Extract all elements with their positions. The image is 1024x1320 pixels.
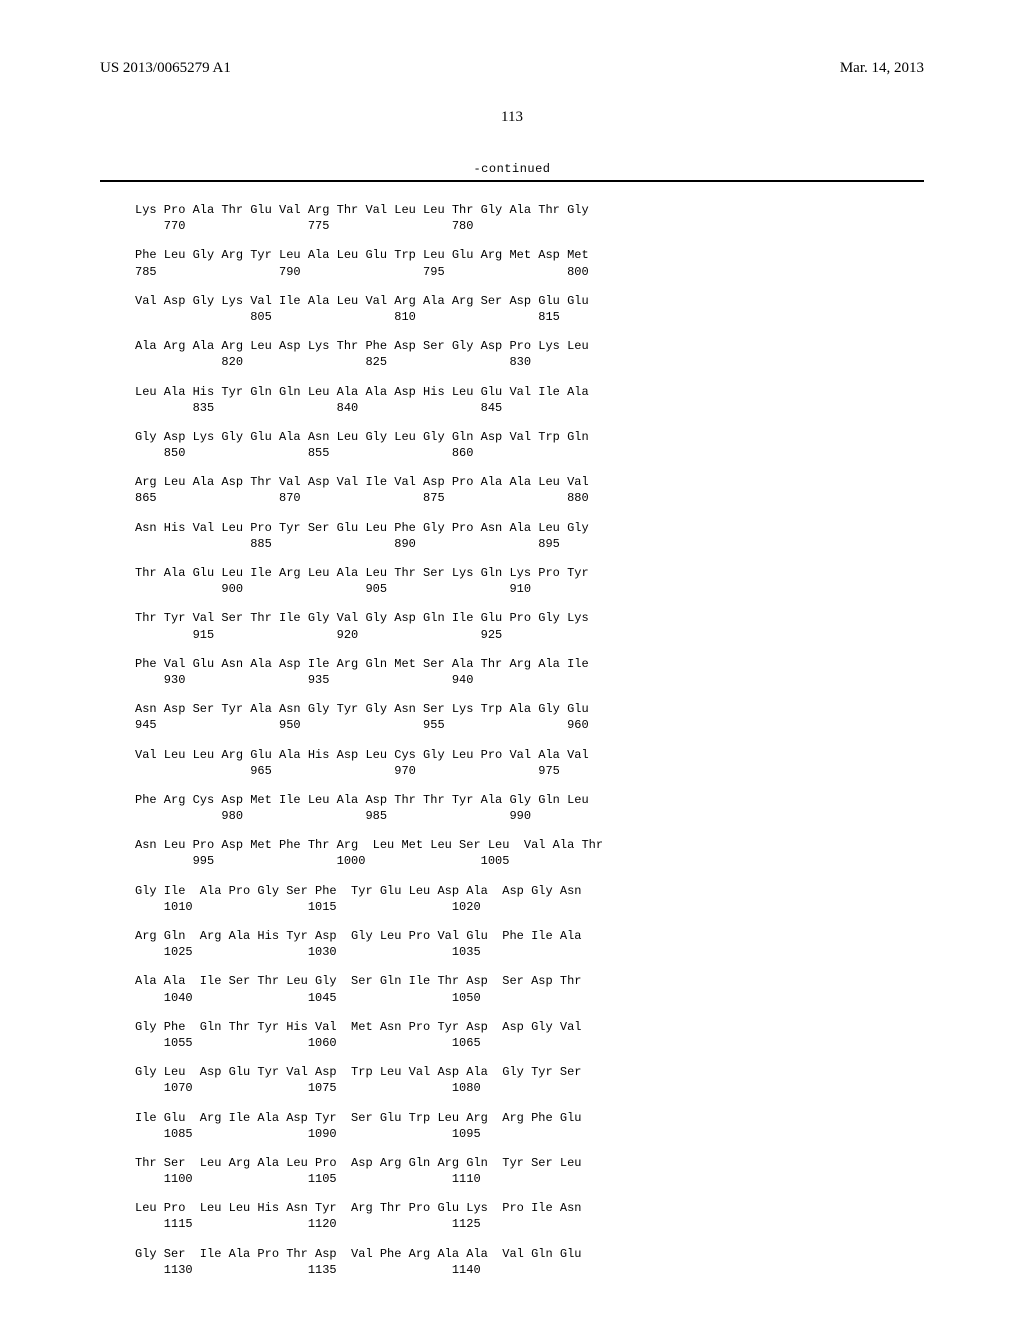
position-line: 805 810 815: [135, 309, 924, 325]
residue-line: Asn His Val Leu Pro Tyr Ser Glu Leu Phe …: [135, 520, 924, 536]
sequence-block: Phe Val Glu Asn Ala Asp Ile Arg Gln Met …: [135, 656, 924, 688]
sequence-block: Ala Arg Ala Arg Leu Asp Lys Thr Phe Asp …: [135, 338, 924, 370]
position-line: 785 790 795 800: [135, 264, 924, 280]
residue-line: Asn Leu Pro Asp Met Phe Thr Arg Leu Met …: [135, 837, 924, 853]
sequence-block: Asn His Val Leu Pro Tyr Ser Glu Leu Phe …: [135, 520, 924, 552]
position-line: 850 855 860: [135, 445, 924, 461]
top-rule: [100, 180, 924, 182]
continued-label: -continued: [100, 162, 924, 176]
sequence-block: Val Asp Gly Lys Val Ile Ala Leu Val Arg …: [135, 293, 924, 325]
residue-line: Lys Pro Ala Thr Glu Val Arg Thr Val Leu …: [135, 202, 924, 218]
residue-line: Leu Pro Leu Leu His Asn Tyr Arg Thr Pro …: [135, 1200, 924, 1216]
residue-line: Ile Glu Arg Ile Ala Asp Tyr Ser Glu Trp …: [135, 1110, 924, 1126]
position-line: 820 825 830: [135, 354, 924, 370]
sequence-block: Gly Ile Ala Pro Gly Ser Phe Tyr Glu Leu …: [135, 883, 924, 915]
residue-line: Arg Gln Arg Ala His Tyr Asp Gly Leu Pro …: [135, 928, 924, 944]
position-line: 885 890 895: [135, 536, 924, 552]
sequence-block: Asn Leu Pro Asp Met Phe Thr Arg Leu Met …: [135, 837, 924, 869]
sequence-block: Ala Ala Ile Ser Thr Leu Gly Ser Gln Ile …: [135, 973, 924, 1005]
sequence-listing-container: -continued Lys Pro Ala Thr Glu Val Arg T…: [100, 162, 924, 1278]
publication-date: Mar. 14, 2013: [840, 60, 924, 77]
residue-line: Ala Ala Ile Ser Thr Leu Gly Ser Gln Ile …: [135, 973, 924, 989]
residue-line: Gly Leu Asp Glu Tyr Val Asp Trp Leu Val …: [135, 1064, 924, 1080]
sequence-block: Arg Leu Ala Asp Thr Val Asp Val Ile Val …: [135, 474, 924, 506]
sequence-listing: Lys Pro Ala Thr Glu Val Arg Thr Val Leu …: [135, 202, 924, 1278]
sequence-block: Leu Ala His Tyr Gln Gln Leu Ala Ala Asp …: [135, 384, 924, 416]
sequence-block: Gly Ser Ile Ala Pro Thr Asp Val Phe Arg …: [135, 1246, 924, 1278]
residue-line: Leu Ala His Tyr Gln Gln Leu Ala Ala Asp …: [135, 384, 924, 400]
position-line: 1070 1075 1080: [135, 1080, 924, 1096]
residue-line: Thr Ala Glu Leu Ile Arg Leu Ala Leu Thr …: [135, 565, 924, 581]
sequence-block: Gly Asp Lys Gly Glu Ala Asn Leu Gly Leu …: [135, 429, 924, 461]
residue-line: Arg Leu Ala Asp Thr Val Asp Val Ile Val …: [135, 474, 924, 490]
position-line: 865 870 875 880: [135, 490, 924, 506]
page-container: US 2013/0065279 A1 Mar. 14, 2013 113 -co…: [0, 0, 1024, 1320]
residue-line: Phe Arg Cys Asp Met Ile Leu Ala Asp Thr …: [135, 792, 924, 808]
residue-line: Phe Val Glu Asn Ala Asp Ile Arg Gln Met …: [135, 656, 924, 672]
sequence-block: Phe Leu Gly Arg Tyr Leu Ala Leu Glu Trp …: [135, 247, 924, 279]
position-line: 900 905 910: [135, 581, 924, 597]
sequence-block: Thr Ser Leu Arg Ala Leu Pro Asp Arg Gln …: [135, 1155, 924, 1187]
position-line: 1100 1105 1110: [135, 1171, 924, 1187]
sequence-block: Phe Arg Cys Asp Met Ile Leu Ala Asp Thr …: [135, 792, 924, 824]
position-line: 1040 1045 1050: [135, 990, 924, 1006]
residue-line: Phe Leu Gly Arg Tyr Leu Ala Leu Glu Trp …: [135, 247, 924, 263]
position-line: 1025 1030 1035: [135, 944, 924, 960]
position-line: 965 970 975: [135, 763, 924, 779]
sequence-block: Thr Ala Glu Leu Ile Arg Leu Ala Leu Thr …: [135, 565, 924, 597]
residue-line: Val Leu Leu Arg Glu Ala His Asp Leu Cys …: [135, 747, 924, 763]
position-line: 1115 1120 1125: [135, 1216, 924, 1232]
sequence-block: Asn Asp Ser Tyr Ala Asn Gly Tyr Gly Asn …: [135, 701, 924, 733]
sequence-block: Val Leu Leu Arg Glu Ala His Asp Leu Cys …: [135, 747, 924, 779]
position-line: 1085 1090 1095: [135, 1126, 924, 1142]
residue-line: Gly Ser Ile Ala Pro Thr Asp Val Phe Arg …: [135, 1246, 924, 1262]
sequence-block: Gly Leu Asp Glu Tyr Val Asp Trp Leu Val …: [135, 1064, 924, 1096]
position-line: 1055 1060 1065: [135, 1035, 924, 1051]
sequence-block: Lys Pro Ala Thr Glu Val Arg Thr Val Leu …: [135, 202, 924, 234]
position-line: 1130 1135 1140: [135, 1262, 924, 1278]
residue-line: Gly Ile Ala Pro Gly Ser Phe Tyr Glu Leu …: [135, 883, 924, 899]
position-line: 835 840 845: [135, 400, 924, 416]
residue-line: Gly Asp Lys Gly Glu Ala Asn Leu Gly Leu …: [135, 429, 924, 445]
residue-line: Thr Ser Leu Arg Ala Leu Pro Asp Arg Gln …: [135, 1155, 924, 1171]
position-line: 915 920 925: [135, 627, 924, 643]
page-header: US 2013/0065279 A1 Mar. 14, 2013: [100, 60, 924, 77]
residue-line: Asn Asp Ser Tyr Ala Asn Gly Tyr Gly Asn …: [135, 701, 924, 717]
position-line: 980 985 990: [135, 808, 924, 824]
position-line: 770 775 780: [135, 218, 924, 234]
sequence-block: Gly Phe Gln Thr Tyr His Val Met Asn Pro …: [135, 1019, 924, 1051]
position-line: 930 935 940: [135, 672, 924, 688]
position-line: 995 1000 1005: [135, 853, 924, 869]
sequence-block: Arg Gln Arg Ala His Tyr Asp Gly Leu Pro …: [135, 928, 924, 960]
residue-line: Gly Phe Gln Thr Tyr His Val Met Asn Pro …: [135, 1019, 924, 1035]
position-line: 1010 1015 1020: [135, 899, 924, 915]
position-line: 945 950 955 960: [135, 717, 924, 733]
sequence-block: Ile Glu Arg Ile Ala Asp Tyr Ser Glu Trp …: [135, 1110, 924, 1142]
residue-line: Thr Tyr Val Ser Thr Ile Gly Val Gly Asp …: [135, 610, 924, 626]
residue-line: Ala Arg Ala Arg Leu Asp Lys Thr Phe Asp …: [135, 338, 924, 354]
publication-number: US 2013/0065279 A1: [100, 60, 231, 77]
sequence-block: Thr Tyr Val Ser Thr Ile Gly Val Gly Asp …: [135, 610, 924, 642]
sequence-block: Leu Pro Leu Leu His Asn Tyr Arg Thr Pro …: [135, 1200, 924, 1232]
residue-line: Val Asp Gly Lys Val Ile Ala Leu Val Arg …: [135, 293, 924, 309]
page-number: 113: [100, 109, 924, 126]
